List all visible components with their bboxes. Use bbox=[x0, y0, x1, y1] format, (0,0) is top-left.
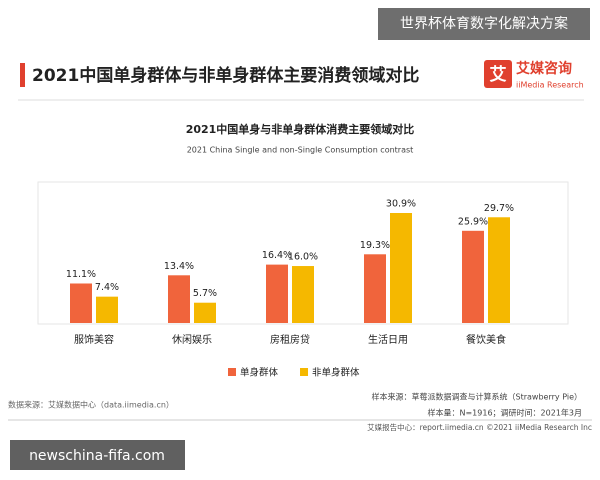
plot-frame bbox=[37, 181, 569, 325]
bar bbox=[462, 230, 484, 323]
legend-label: 单身群体 bbox=[240, 367, 279, 379]
bar bbox=[96, 296, 118, 323]
bar bbox=[194, 302, 216, 323]
value-label: 29.7% bbox=[484, 203, 514, 214]
chart-subtitle: 2021 China Single and non-Single Consump… bbox=[187, 146, 414, 155]
legend-swatch bbox=[300, 368, 309, 376]
watermark-top: 世界杯体育数字化解决方案 bbox=[400, 15, 568, 32]
chart-title: 2021中国单身与非单身群体消费主要领域对比 bbox=[186, 122, 415, 136]
bar bbox=[292, 266, 314, 323]
value-label: 11.1% bbox=[66, 269, 96, 280]
sample-source: 样本来源：草莓派数据调查与计算系统（Strawberry Pie） bbox=[372, 392, 582, 402]
bar bbox=[488, 217, 510, 323]
logo-sub: iiMedia Research bbox=[516, 81, 584, 90]
logo-mark: 艾 bbox=[490, 64, 507, 85]
report-center: 艾媒报告中心：report.iimedia.cn ©2021 iiMedia R… bbox=[367, 422, 592, 432]
bar bbox=[168, 275, 190, 323]
source: 数据来源：艾媒数据中心（data.iimedia.cn） bbox=[8, 400, 174, 410]
x-tick-label: 生活日用 bbox=[368, 333, 408, 346]
value-label: 13.4% bbox=[164, 261, 194, 272]
watermark-box bbox=[10, 440, 185, 470]
header-accent bbox=[20, 63, 25, 87]
bar bbox=[390, 213, 412, 323]
legend-swatch bbox=[228, 368, 236, 376]
value-label: 25.9% bbox=[458, 216, 488, 227]
bar bbox=[266, 264, 288, 323]
header-title: 2021中国单身群体与非单身群体主要消费领域对比 bbox=[32, 65, 419, 86]
value-label: 19.3% bbox=[360, 240, 390, 251]
sample-size: 样本量：N=1916；调研时间：2021年3月 bbox=[428, 408, 583, 418]
x-tick-label: 房租房贷 bbox=[270, 333, 310, 346]
x-tick-label: 休闲娱乐 bbox=[172, 333, 212, 346]
logo-name: 艾媒咨询 bbox=[516, 60, 572, 77]
value-label: 5.7% bbox=[193, 288, 217, 299]
bar bbox=[364, 254, 386, 323]
bar bbox=[70, 283, 92, 323]
value-label: 30.9% bbox=[386, 199, 416, 210]
value-label: 16.4% bbox=[262, 250, 292, 261]
watermark-box bbox=[378, 8, 590, 40]
value-label: 7.4% bbox=[95, 282, 119, 293]
logo-icon bbox=[484, 60, 512, 88]
x-tick-label: 餐饮美食 bbox=[466, 333, 506, 346]
watermark-bottom: newschina-fifa.com bbox=[29, 448, 165, 464]
x-tick-label: 服饰美容 bbox=[74, 333, 114, 346]
value-label: 16.0% bbox=[288, 252, 318, 263]
legend-label: 非单身群体 bbox=[312, 367, 360, 379]
